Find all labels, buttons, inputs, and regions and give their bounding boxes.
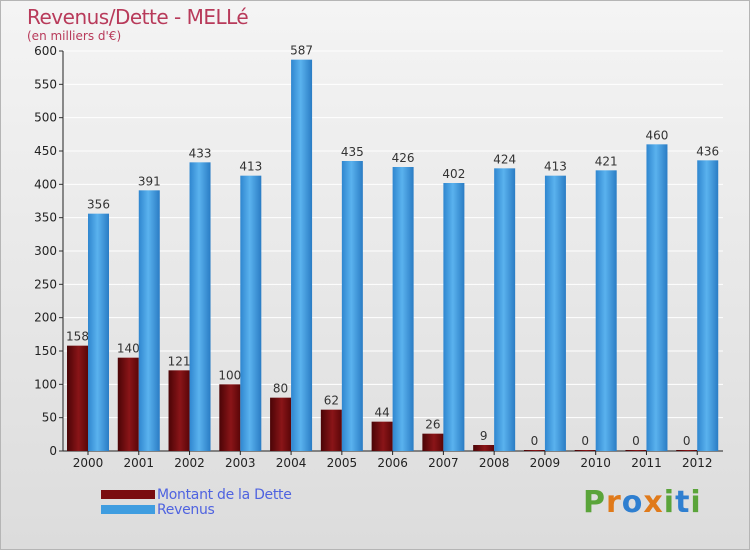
legend: Montant de la Dette Revenus: [101, 486, 292, 518]
data-label-revenus: 587: [290, 44, 313, 58]
bar-debt: [320, 409, 342, 451]
x-tick-label: 2012: [682, 456, 713, 470]
bar-debt: [67, 345, 88, 451]
data-label-revenus: 426: [392, 151, 415, 165]
x-tick-label: 2004: [276, 456, 307, 470]
x-tick-label: 2000: [73, 456, 104, 470]
data-label-debt: 0: [632, 434, 640, 448]
x-tick-label: 2003: [225, 456, 256, 470]
logo-letter: i: [663, 485, 676, 520]
data-label-debt: 0: [683, 434, 691, 448]
data-label-revenus: 402: [442, 167, 465, 181]
data-label-revenus: 413: [239, 160, 262, 174]
data-label-debt: 100: [218, 368, 241, 382]
x-tick-label: 2008: [479, 456, 510, 470]
y-tick-label: 450: [34, 144, 57, 158]
x-tick-label: 2011: [631, 456, 662, 470]
bar-debt: [168, 370, 190, 451]
data-label-revenus: 460: [646, 128, 669, 142]
data-label-revenus: 435: [341, 145, 364, 159]
logo-letter: P: [583, 485, 606, 520]
bar-debt: [676, 450, 698, 451]
bar-revenus: [138, 190, 160, 452]
y-tick-label: 150: [34, 344, 57, 358]
data-label-debt: 9: [480, 429, 488, 443]
x-tick-label: 2005: [327, 456, 358, 470]
bar-debt: [574, 450, 596, 451]
bar-debt: [117, 357, 139, 451]
y-tick-label: 50: [42, 411, 57, 425]
logo-letter: o: [621, 485, 644, 520]
bar-debt: [422, 433, 444, 451]
y-tick-label: 500: [34, 111, 57, 125]
logo-letter: t: [675, 485, 691, 520]
legend-item-debt: Montant de la Dette: [101, 486, 292, 503]
bar-debt: [523, 450, 545, 451]
data-label-debt: 158: [66, 330, 89, 344]
data-label-revenus: 391: [138, 174, 161, 188]
logo-letter: x: [643, 485, 664, 520]
data-label-debt: 62: [324, 394, 339, 408]
bar-revenus: [544, 175, 566, 451]
data-label-revenus: 424: [493, 152, 516, 166]
data-label-debt: 80: [273, 382, 288, 396]
bar-revenus: [646, 144, 668, 452]
y-tick-label: 400: [34, 177, 57, 191]
legend-label-debt: Montant de la Dette: [157, 486, 292, 503]
data-label-debt: 0: [581, 434, 589, 448]
legend-swatch-debt: [101, 490, 155, 499]
x-tick-label: 2002: [174, 456, 205, 470]
bar-debt: [473, 445, 495, 451]
data-label-revenus: 421: [595, 154, 618, 168]
data-label-revenus: 413: [544, 160, 567, 174]
bar-revenus: [595, 170, 617, 452]
legend-item-revenus: Revenus: [101, 501, 292, 518]
x-tick-label: 2009: [530, 456, 561, 470]
bar-revenus: [697, 160, 719, 452]
legend-label-revenus: Revenus: [157, 501, 215, 518]
chart-subtitle: (en milliers d'€): [27, 29, 122, 43]
chart-title: Revenus/Dette - MELLé: [27, 5, 249, 29]
bar-debt: [270, 397, 292, 451]
bar-debt: [371, 421, 393, 451]
bar-revenus: [88, 213, 109, 451]
data-label-revenus: 356: [87, 198, 110, 212]
y-tick-label: 250: [34, 277, 57, 291]
legend-swatch-revenus: [101, 505, 155, 514]
data-label-debt: 44: [374, 406, 389, 420]
bar-revenus: [291, 59, 313, 452]
y-tick-label: 200: [34, 311, 57, 325]
bar-revenus: [494, 168, 516, 452]
data-label-revenus: 433: [189, 146, 212, 160]
x-tick-label: 2010: [580, 456, 611, 470]
data-label-debt: 26: [425, 418, 440, 432]
bar-revenus: [240, 175, 262, 451]
bar-revenus: [189, 162, 211, 452]
bar-revenus: [392, 167, 414, 451]
bar-revenus: [341, 161, 363, 451]
data-label-debt: 121: [168, 354, 191, 368]
bar-debt: [219, 384, 241, 451]
y-tick-label: 600: [34, 44, 57, 58]
data-label-debt: 0: [531, 434, 539, 448]
x-tick-label: 2006: [377, 456, 408, 470]
data-label-revenus: 436: [696, 144, 719, 158]
y-tick-label: 100: [34, 377, 57, 391]
proxiti-logo: Proxiti: [583, 485, 702, 520]
y-tick-label: 550: [34, 77, 57, 91]
bar-debt: [625, 450, 647, 451]
logo-letter: i: [690, 485, 702, 520]
y-tick-label: 300: [34, 244, 57, 258]
y-tick-label: 0: [49, 444, 57, 458]
x-tick-label: 2007: [428, 456, 459, 470]
data-label-debt: 140: [117, 342, 140, 356]
x-tick-label: 2001: [123, 456, 154, 470]
bar-revenus: [443, 183, 465, 451]
y-tick-label: 350: [34, 211, 57, 225]
logo-letter: r: [606, 485, 622, 520]
